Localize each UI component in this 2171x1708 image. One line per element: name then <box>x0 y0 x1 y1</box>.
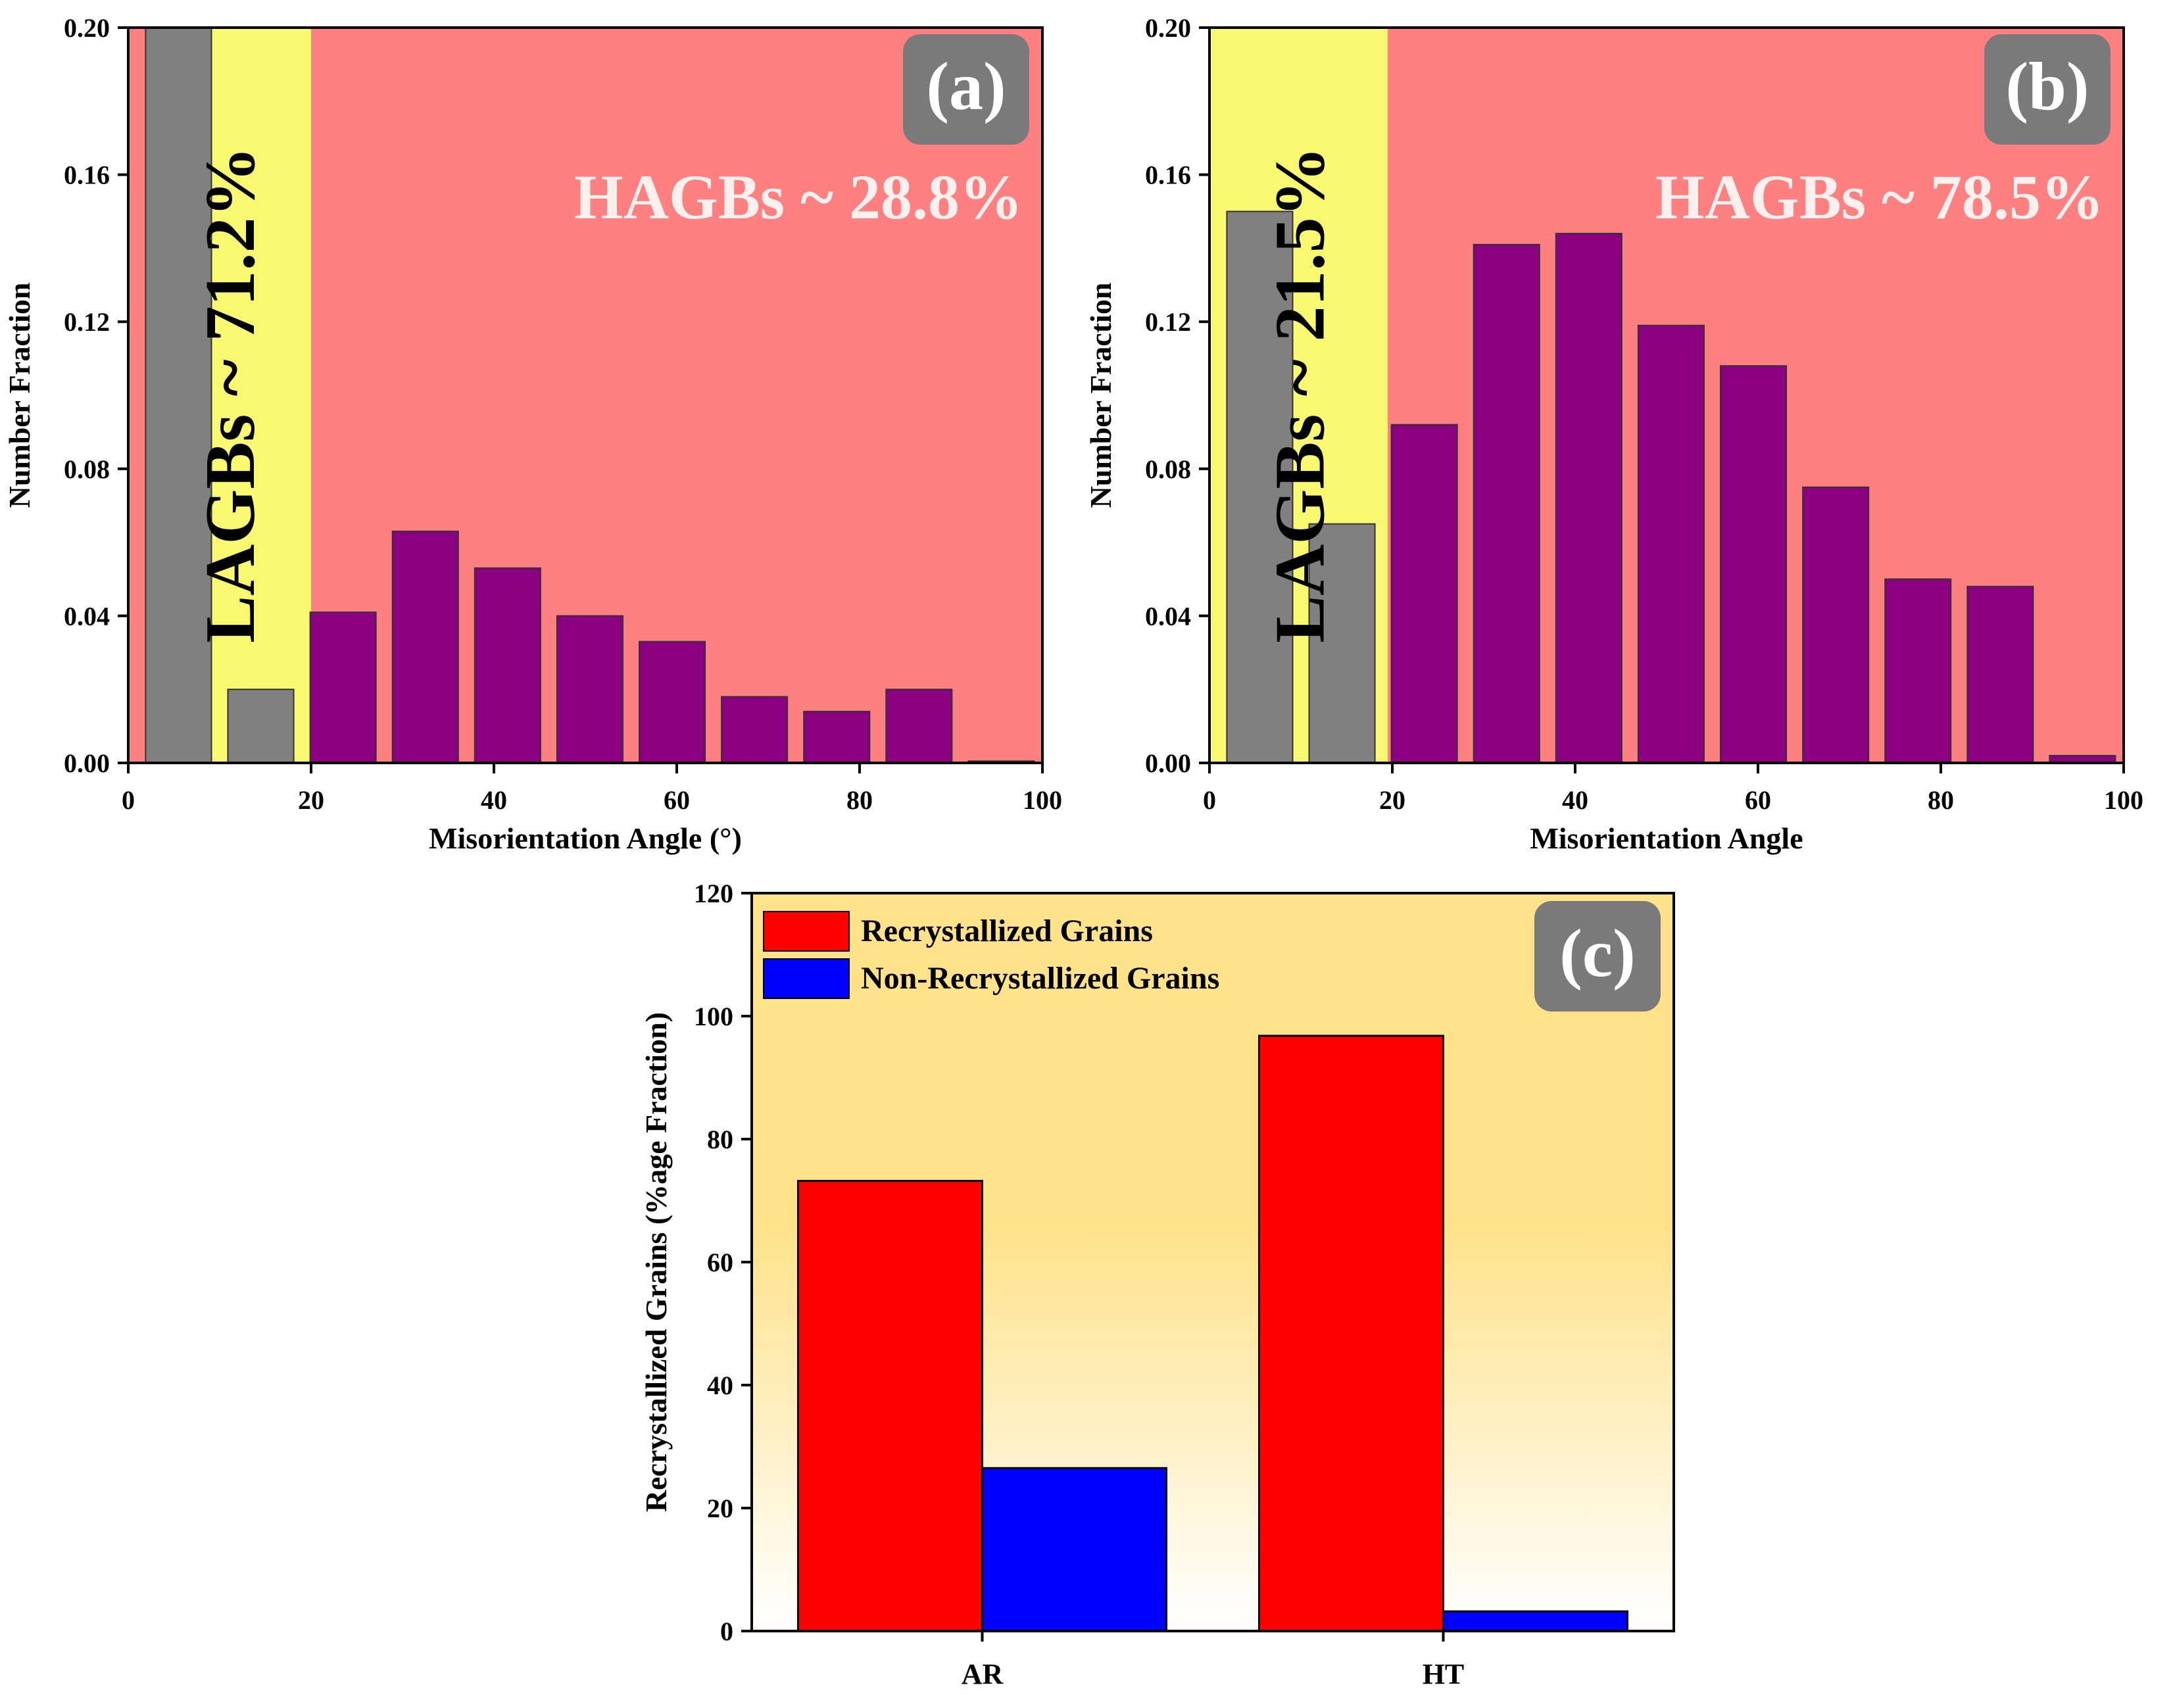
legend-label-non-recrystallized: Non-Recrystallized Grains <box>861 961 1219 996</box>
y-tick-label: 100 <box>694 1002 733 1031</box>
y-tick-label: 0.16 <box>1145 160 1191 190</box>
legend-label-recrystallized: Recrystallized Grains <box>861 914 1153 948</box>
panel-badge: (a) <box>903 34 1029 145</box>
hagb-annotation: HAGBs ~ 28.8% <box>574 162 1023 232</box>
hagb-bar <box>885 689 953 764</box>
x-tick-label: 40 <box>1562 785 1588 815</box>
y-tick-label: 60 <box>707 1248 733 1277</box>
hagb-bar <box>1390 424 1458 764</box>
y-tick-label: 0.04 <box>64 601 110 631</box>
legend-swatch-recrystallized <box>763 911 850 952</box>
lagb-annotation: LAGBs ~ 71.2% <box>191 146 270 643</box>
x-tick-label: 40 <box>481 785 507 815</box>
lagb-bar <box>1226 210 1294 764</box>
x-tick-label: 0 <box>122 785 135 815</box>
y-tick-label: 0.00 <box>64 748 110 778</box>
y-tick-label: 40 <box>707 1371 733 1400</box>
x-tick-label: 100 <box>2104 785 2143 815</box>
y-tick-label: 0.04 <box>1145 601 1191 631</box>
axes: 0 20 40 60 80 100 0.00 0.04 0.08 0.12 0.16 0.20 <box>64 13 1062 815</box>
hagb-bar <box>1802 486 1870 764</box>
bars <box>1226 210 2116 764</box>
hagb-bar <box>1720 365 1788 764</box>
y-tick-label: 20 <box>707 1494 733 1523</box>
y-tick-label: 0.00 <box>1145 748 1191 778</box>
panel-c: 0 20 40 60 80 100 120 AR HT Recrystallized Grain… <box>639 879 1675 1690</box>
panel-badge: (b) <box>1984 34 2110 145</box>
hagb-bar <box>309 611 377 764</box>
y-tick-label: 0.20 <box>1145 13 1191 43</box>
y-tick-label: 0.12 <box>64 307 110 337</box>
hagb-bar <box>639 641 706 764</box>
hagb-bar <box>1884 578 1952 764</box>
x-tick-label: 0 <box>1203 785 1216 815</box>
panel-badge-background <box>1534 901 1661 1012</box>
panel-badge-label: (a) <box>926 49 1006 124</box>
panel-a: 0 20 40 60 80 100 0.00 0.04 0.08 0.12 0.16 0.20 Num… <box>3 13 1062 855</box>
hagb-bar <box>556 615 623 764</box>
y-tick-label: 0.08 <box>64 454 110 484</box>
hagb-annotation: HAGBs ~ 78.5% <box>1655 162 2104 232</box>
x-tick-label: 60 <box>1745 785 1771 815</box>
hagb-bar <box>391 530 459 764</box>
bars <box>797 1035 1628 1632</box>
hagb-bar <box>1637 324 1705 764</box>
x-tick-label: 80 <box>1928 785 1954 815</box>
axes: 0 20 40 60 80 100 120 AR HT <box>694 879 1675 1690</box>
non-recrystallized-bar <box>981 1467 1167 1632</box>
y-tick-label: 0.08 <box>1145 454 1191 484</box>
y-axis-label: Number Fraction <box>3 283 36 508</box>
hagb-bar <box>474 567 541 764</box>
y-axis-label: Number Fraction <box>1084 283 1117 508</box>
x-tick-label: 100 <box>1023 785 1062 815</box>
x-tick-label: 20 <box>1379 785 1405 815</box>
lagb-annotation: LAGBs ~ 21.5% <box>1261 146 1340 643</box>
x-tick-label: 20 <box>298 785 324 815</box>
legend: Recrystallized Grains Non-Recrystallized… <box>763 911 1219 999</box>
recrystallized-bar <box>797 1180 983 1632</box>
y-tick-label: 0 <box>720 1617 733 1646</box>
plot-frame <box>127 26 1044 764</box>
hagb-bar <box>803 710 871 764</box>
hagb-bar <box>1966 585 2034 764</box>
recrystallized-bar <box>1258 1035 1444 1632</box>
legend-swatch-non-recrystallized <box>763 958 850 999</box>
plot-frame <box>1208 26 2125 764</box>
y-tick-label: 80 <box>707 1125 733 1154</box>
panel-badge-background <box>1984 34 2110 145</box>
bars <box>145 27 1035 764</box>
non-recrystallized-bar <box>1442 1610 1628 1632</box>
y-axis-label: Recrystallized Grains (%age Fraction) <box>639 1012 673 1512</box>
y-tick-label: 0.16 <box>64 160 110 190</box>
panel-b: 0 20 40 60 80 100 0.00 0.04 0.08 0.12 0.16 0.20 Num… <box>1084 13 2143 855</box>
hagb-bar <box>1473 243 1540 764</box>
y-tick-label: 0.20 <box>64 13 110 43</box>
axes: 0 20 40 60 80 100 0.00 0.04 0.08 0.12 0.16 0.20 <box>1145 13 2143 815</box>
panel-badge-background <box>903 34 1029 145</box>
panel-badge-label: (c) <box>1559 915 1635 991</box>
x-tick-label: AR <box>962 1658 1004 1690</box>
y-tick-label: 120 <box>694 879 733 908</box>
panel-badge: (c) <box>1534 901 1661 1012</box>
x-axis-label: Misorientation Angle <box>1530 821 1803 855</box>
lagb-bar <box>227 689 295 764</box>
y-tick-label: 0.12 <box>1145 307 1191 337</box>
hagb-bar <box>1555 233 1622 764</box>
hagb-bar <box>721 696 789 764</box>
x-tick-label: 60 <box>664 785 690 815</box>
panel-badge-label: (b) <box>2005 49 2089 124</box>
x-tick-label: HT <box>1423 1658 1465 1690</box>
x-tick-label: 80 <box>846 785 873 815</box>
x-axis-label: Misorientation Angle (°) <box>429 821 742 855</box>
